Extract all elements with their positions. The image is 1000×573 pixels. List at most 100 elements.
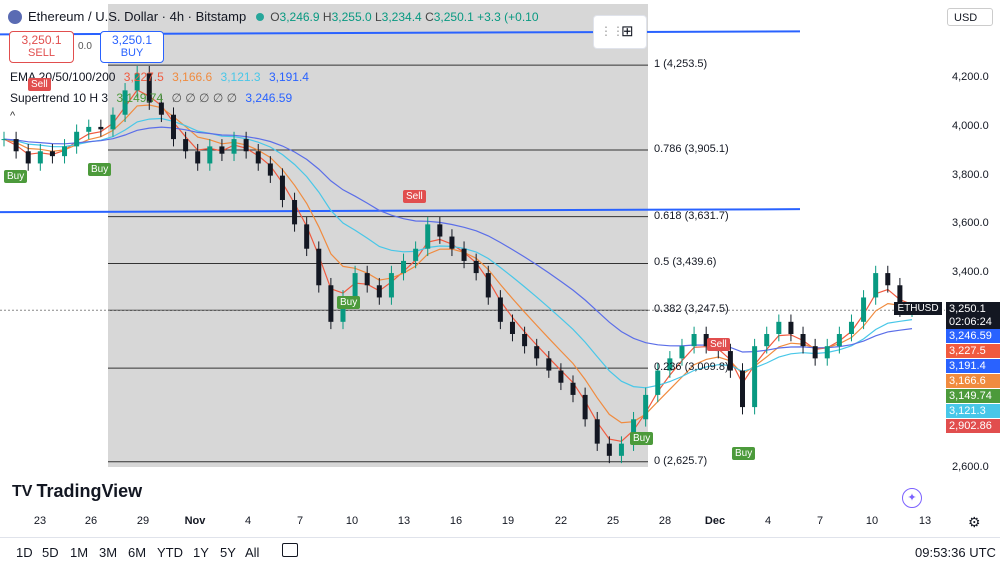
price-axis-tag: 3,166.6 <box>946 374 1000 388</box>
candle-body <box>570 382 576 395</box>
candle-body <box>485 273 491 298</box>
candle-body <box>885 273 891 286</box>
supertrend-signal-buy: Buy <box>732 447 756 460</box>
candle-body <box>255 151 261 164</box>
x-axis-label: 16 <box>449 515 463 527</box>
x-axis-label: 4 <box>244 515 252 527</box>
object-tree-icon[interactable]: ⊞ <box>621 23 634 40</box>
calendar-icon[interactable] <box>282 543 298 557</box>
fib-range-background <box>108 4 648 467</box>
candle-body <box>812 346 818 359</box>
candle-body <box>122 90 128 115</box>
range-button-5d[interactable]: 5D <box>42 545 59 560</box>
magic-wand-icon[interactable]: ✦ <box>902 488 922 508</box>
candle-body <box>618 443 624 456</box>
candle-body <box>703 334 709 347</box>
candle-body <box>37 151 43 164</box>
candle-body <box>655 370 661 395</box>
fib-level-label: 0.382 (3,247.5) <box>654 303 729 316</box>
candle-body <box>497 297 503 322</box>
x-axis-label: 13 <box>397 515 411 527</box>
candle-body <box>388 273 394 298</box>
range-button-1y[interactable]: 1Y <box>193 545 209 560</box>
candle-body <box>98 126 104 130</box>
fib-level-label: 1 (4,253.5) <box>654 58 708 71</box>
ema-line <box>3 126 913 353</box>
x-axis-label: 23 <box>33 515 47 527</box>
range-button-1d[interactable]: 1D <box>16 545 33 560</box>
x-axis-label: Nov <box>184 515 206 527</box>
range-button-all[interactable]: All <box>245 545 260 560</box>
candle-body <box>376 285 382 298</box>
range-button-1m[interactable]: 1M <box>70 545 89 560</box>
symbol-header[interactable]: Ethereum / U.S. Dollar · 4h · Bitstamp O… <box>8 9 539 24</box>
x-axis-label: 26 <box>84 515 98 527</box>
drawing-toolbar[interactable]: ⋮⋮ ⊞ <box>593 15 647 49</box>
candle-body <box>606 443 612 456</box>
range-button-3m[interactable]: 3M <box>99 545 118 560</box>
candle-body <box>534 346 540 359</box>
collapse-legend-icon[interactable]: ^ <box>10 110 16 122</box>
candle-body <box>667 358 673 371</box>
candle-body <box>316 248 322 286</box>
price-axis-tag: 3,191.4 <box>946 359 1000 373</box>
candle-body <box>522 334 528 347</box>
ema-legend[interactable]: EMA 20/50/100/200 3,227.5 3,166.6 3,121.… <box>10 70 309 84</box>
supertrend-legend[interactable]: Supertrend 10 H 3 3,149.74 ∅ ∅ ∅ ∅ ∅ 3,2… <box>10 91 293 105</box>
x-axis-label: 13 <box>918 515 932 527</box>
candle-body <box>727 351 733 371</box>
candle-body <box>62 146 68 157</box>
x-axis-label: 28 <box>658 515 672 527</box>
candle-body <box>897 285 903 310</box>
fib-level-label: 0.618 (3,631.7) <box>654 209 729 222</box>
candle-body <box>279 175 285 200</box>
bottom-toolbar <box>0 537 1000 568</box>
x-axis-label: 22 <box>554 515 568 527</box>
ema-line <box>3 104 913 424</box>
supertrend-signal-buy: Buy <box>4 170 28 183</box>
candle-body <box>461 248 467 261</box>
range-button-6m[interactable]: 6M <box>128 545 147 560</box>
candle-body <box>788 321 794 334</box>
candle-body <box>1 139 7 141</box>
candle-body <box>195 151 201 164</box>
candle-body <box>413 248 419 261</box>
settings-gear-icon[interactable]: ⚙ <box>968 514 981 530</box>
candle-body <box>861 297 867 322</box>
candle-body <box>304 224 310 249</box>
range-button-ytd[interactable]: YTD <box>157 545 183 560</box>
candle-body <box>594 419 600 444</box>
candle-body <box>449 236 455 249</box>
candle-body <box>764 334 770 347</box>
candle-body <box>425 224 431 249</box>
candle-body <box>873 273 879 298</box>
x-axis-label: 10 <box>865 515 879 527</box>
candle-body <box>352 273 358 298</box>
sell-button[interactable]: 3,250.1 SELL <box>9 31 74 63</box>
candle-body <box>86 126 92 132</box>
tradingview-logo[interactable]: TV TradingView <box>12 481 143 501</box>
y-axis-label: 3,800.0 <box>952 168 989 181</box>
candle-body <box>49 151 55 157</box>
candle-body <box>740 370 746 408</box>
buy-button[interactable]: 3,250.1 BUY <box>100 31 164 63</box>
currency-selector[interactable]: USD <box>947 8 993 26</box>
ema-line <box>3 117 913 389</box>
x-axis-label: Dec <box>704 515 726 527</box>
supertrend-signal-buy: Buy <box>337 296 361 309</box>
candle-body <box>848 321 854 334</box>
y-axis-label: 3,600.0 <box>952 217 989 230</box>
supertrend-signal-buy: Buy <box>88 163 112 176</box>
candle-body <box>631 419 637 444</box>
candle-body <box>509 321 515 334</box>
supertrend-signal-sell: Sell <box>707 338 730 351</box>
candle-body <box>231 139 237 154</box>
candle-body <box>437 224 443 237</box>
drag-handle-icon[interactable]: ⋮⋮ <box>600 24 624 38</box>
price-axis-tag: 3,149.74 <box>946 389 1000 403</box>
supertrend-signal-sell: Sell <box>28 78 51 91</box>
range-button-5y[interactable]: 5Y <box>220 545 236 560</box>
price-axis-tag: 2,902.86 <box>946 419 1000 433</box>
clock[interactable]: 09:53:36 UTC <box>915 545 996 560</box>
